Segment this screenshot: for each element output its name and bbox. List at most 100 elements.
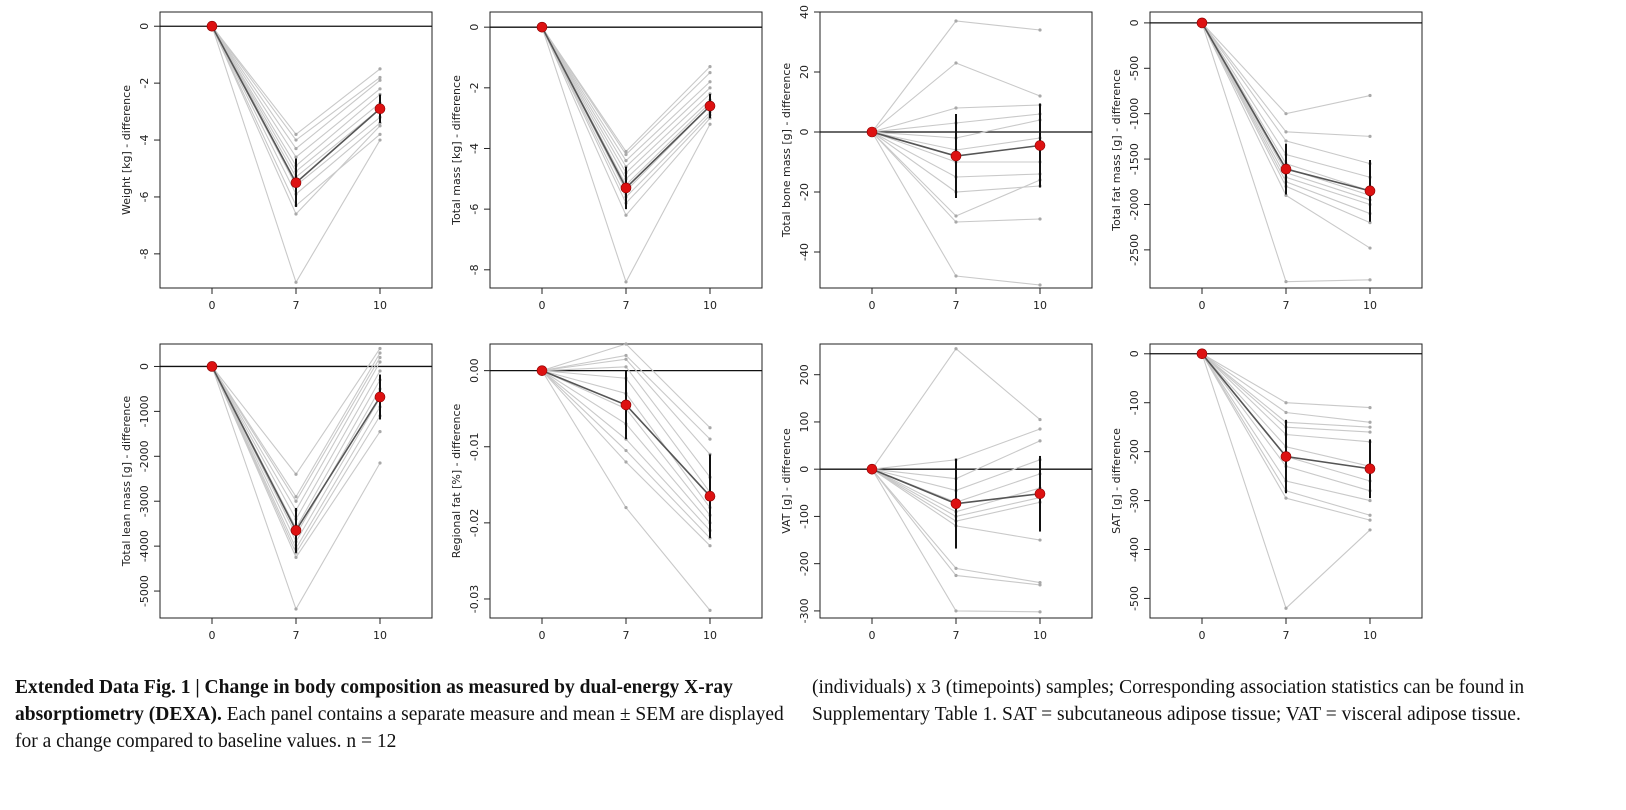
individual-point: [378, 429, 382, 434]
individual-point: [1368, 425, 1372, 429]
individual-point: [624, 280, 628, 284]
y-tick-label: 0.00: [468, 358, 481, 383]
individual-line: [871, 347, 1041, 470]
x-tick-label: 7: [293, 299, 300, 312]
y-tick-label: -2000: [1128, 188, 1141, 220]
individual-point: [708, 80, 712, 84]
mean-point: [1364, 185, 1376, 197]
individual-point: [1284, 139, 1288, 143]
y-tick-label: -2: [138, 78, 151, 89]
y-tick-label: -400: [1128, 537, 1141, 562]
mean-point: [1196, 348, 1208, 360]
caption-right: (individuals) x 3 (timepoints) samples; …: [812, 674, 1612, 728]
mean-point: [374, 391, 386, 403]
individual-point: [378, 355, 382, 360]
individual-point: [294, 138, 298, 142]
individual-point: [708, 426, 712, 430]
individual-point: [624, 448, 628, 453]
y-tick-label: 0: [798, 129, 811, 136]
individual-point: [954, 19, 958, 23]
individual-point: [294, 472, 298, 476]
individual-point: [954, 566, 958, 570]
individual-point: [1038, 610, 1042, 614]
individual-line: [541, 26, 711, 156]
individual-line: [211, 366, 381, 530]
individual-point: [624, 506, 628, 510]
individual-point: [1038, 417, 1042, 422]
individual-point: [378, 75, 382, 80]
y-tick-label: -0.01: [468, 433, 481, 461]
individual-point: [954, 274, 958, 278]
x-tick-label: 10: [373, 629, 387, 642]
individual-point: [378, 369, 382, 373]
individual-point: [378, 78, 382, 82]
individual-point: [1368, 134, 1372, 138]
y-tick-label: -1000: [138, 395, 151, 427]
x-tick-label: 7: [953, 299, 960, 312]
caption-text-right: (individuals) x 3 (timepoints) samples; …: [812, 677, 1525, 725]
individual-line: [541, 26, 711, 162]
mean-point: [536, 365, 548, 376]
mean-point: [1034, 488, 1046, 500]
mean-point: [620, 399, 632, 411]
individual-point: [1038, 94, 1042, 98]
x-tick-label: 10: [1033, 299, 1047, 312]
individual-point: [378, 360, 382, 364]
y-tick-label: -2500: [1128, 234, 1141, 266]
individual-point: [1284, 130, 1288, 134]
individual-point: [1284, 606, 1288, 610]
individual-point: [1284, 193, 1288, 197]
y-tick-label: 0: [798, 466, 811, 473]
individual-point: [1368, 221, 1372, 225]
y-tick-label: -0.03: [468, 585, 481, 613]
x-tick-label: 10: [703, 629, 717, 642]
individual-point: [294, 146, 298, 151]
mean-line: [541, 26, 711, 190]
y-axis-label: SAT [g] - difference: [1110, 428, 1123, 534]
y-tick-label: -2: [468, 82, 481, 93]
individual-point: [954, 347, 958, 351]
individual-line: [541, 26, 711, 153]
y-tick-label: 200: [798, 364, 811, 385]
y-tick-label: 0: [468, 24, 481, 31]
y-tick-label: -5000: [138, 575, 151, 607]
y-tick-label: 100: [798, 411, 811, 432]
panel-lean-mass: 0 7 10 0 -1000 -2000 -3000 -4000 -5000 Total lean…: [120, 343, 433, 642]
x-tick-label: 7: [623, 299, 630, 312]
y-tick-label: 0: [1128, 19, 1141, 26]
individual-point: [1368, 93, 1372, 98]
x-tick-label: 7: [953, 629, 960, 642]
caption-text-left: Each panel contains a separate measure a…: [15, 704, 784, 752]
caption-title: Extended Data Fig. 1 | Change in body co…: [15, 677, 733, 725]
y-tick-label: 40: [798, 5, 811, 19]
individual-point: [1368, 420, 1372, 424]
mean-point: [866, 126, 878, 138]
x-tick-label: 10: [1033, 629, 1047, 642]
x-tick-label: 0: [539, 629, 546, 642]
individual-point: [624, 353, 628, 358]
mean-point: [950, 150, 962, 162]
individual-point: [1368, 513, 1372, 517]
y-tick-label: -6: [468, 204, 481, 215]
y-axis-label: Weight [kg] - difference: [120, 85, 133, 215]
x-tick-label: 7: [293, 629, 300, 642]
individual-point: [1038, 583, 1042, 587]
mean-point: [704, 100, 716, 112]
y-tick-label: 0: [138, 23, 151, 30]
individual-point: [954, 609, 958, 613]
individual-point: [294, 555, 298, 559]
x-tick-label: 10: [1363, 629, 1377, 642]
individual-point: [624, 149, 628, 154]
individual-point: [1038, 283, 1042, 287]
individual-point: [378, 124, 382, 128]
mean-point: [704, 490, 716, 502]
x-tick-label: 0: [869, 299, 876, 312]
y-tick-label: -500: [1128, 56, 1141, 81]
x-tick-label: 0: [869, 629, 876, 642]
x-tick-label: 0: [209, 299, 216, 312]
individual-point: [1038, 439, 1042, 443]
panel-total-mass: 0 7 10 0 -2 -4 -6 -8 Total mass [kg] - differenc…: [450, 11, 763, 312]
y-tick-label: 20: [798, 65, 811, 79]
mean-point: [290, 177, 302, 189]
